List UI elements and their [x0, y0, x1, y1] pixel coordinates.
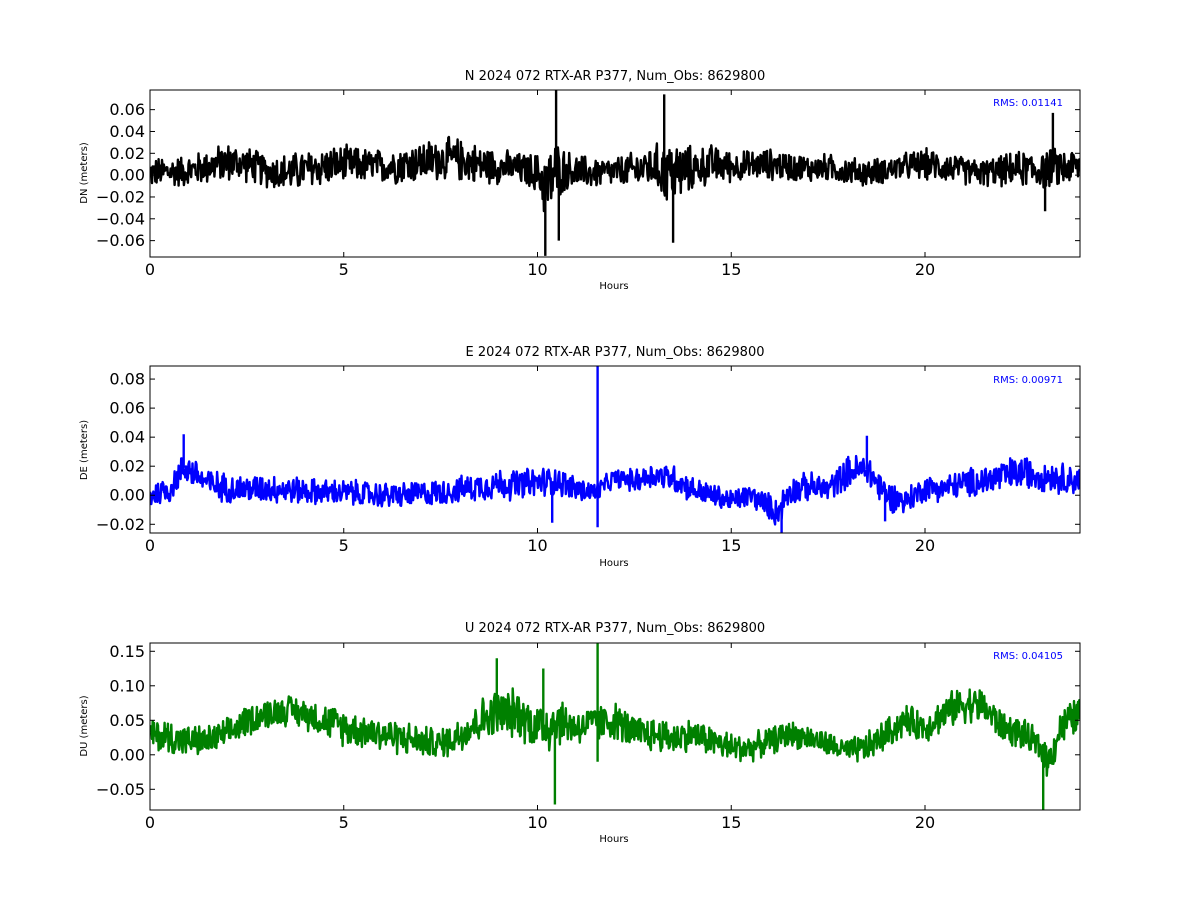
series-line-up — [150, 643, 1080, 810]
x-tick-label-up-10: 10 — [527, 813, 547, 832]
subplot-east-xlabel: Hours — [599, 558, 628, 569]
y-tick-label-up-0: −0.05 — [96, 780, 145, 799]
series-line-north — [150, 90, 1080, 256]
y-tick-label-north-3: 0.00 — [109, 166, 145, 185]
subplot-east: E 2024 072 RTX-AR P377, Num_Obs: 8629800… — [79, 345, 1081, 569]
x-tick-label-east-20: 20 — [915, 536, 935, 555]
subplot-east-title: E 2024 072 RTX-AR P377, Num_Obs: 8629800 — [466, 345, 765, 360]
x-tick-label-east-15: 15 — [721, 536, 741, 555]
y-tick-label-east-1: 0.00 — [109, 486, 145, 505]
subplot-east-ylabel: DE (meters) — [79, 420, 90, 480]
y-tick-label-east-0: −0.02 — [96, 515, 145, 534]
x-tick-label-east-10: 10 — [527, 536, 547, 555]
subplot-north-ylabel: DN (meters) — [79, 142, 90, 204]
x-tick-label-north-20: 20 — [915, 260, 935, 279]
x-tick-label-up-15: 15 — [721, 813, 741, 832]
x-tick-label-north-15: 15 — [721, 260, 741, 279]
subplot-north-xlabel: Hours — [599, 281, 628, 292]
x-tick-label-north-5: 5 — [339, 260, 349, 279]
x-tick-label-up-20: 20 — [915, 813, 935, 832]
subplot-north: N 2024 072 RTX-AR P377, Num_Obs: 8629800… — [79, 69, 1081, 292]
y-tick-label-up-2: 0.05 — [109, 711, 145, 730]
y-tick-label-up-3: 0.10 — [109, 676, 145, 695]
subplot-north-rms: RMS: 0.01141 — [993, 98, 1063, 109]
subplot-up: U 2024 072 RTX-AR P377, Num_Obs: 8629800… — [79, 621, 1081, 845]
subplot-up-ylabel: DU (meters) — [79, 695, 90, 756]
y-tick-label-north-0: −0.06 — [96, 231, 145, 250]
axes-frame-east — [149, 365, 1081, 534]
x-tick-label-up-5: 5 — [339, 813, 349, 832]
y-tick-label-north-1: −0.04 — [96, 209, 145, 228]
y-tick-label-north-6: 0.06 — [109, 100, 145, 119]
y-tick-label-east-4: 0.06 — [109, 399, 145, 418]
y-tick-label-east-3: 0.04 — [109, 428, 145, 447]
y-tick-label-up-4: 0.15 — [109, 642, 145, 661]
x-tick-label-north-0: 0 — [145, 260, 155, 279]
x-tick-label-up-0: 0 — [145, 813, 155, 832]
x-tick-label-north-10: 10 — [527, 260, 547, 279]
axes-frame-north — [149, 89, 1081, 258]
y-tick-label-east-2: 0.02 — [109, 457, 145, 476]
subplot-north-title: N 2024 072 RTX-AR P377, Num_Obs: 8629800 — [465, 69, 765, 84]
y-tick-label-east-5: 0.08 — [109, 370, 145, 389]
subplot-up-rms: RMS: 0.04105 — [993, 651, 1063, 662]
subplot-east-rms: RMS: 0.00971 — [993, 375, 1063, 386]
subplot-up-title: U 2024 072 RTX-AR P377, Num_Obs: 8629800 — [465, 621, 765, 636]
x-tick-label-east-5: 5 — [339, 536, 349, 555]
subplot-up-xlabel: Hours — [599, 834, 628, 845]
axes-frame-up — [149, 642, 1081, 811]
y-tick-label-north-5: 0.04 — [109, 122, 145, 141]
y-tick-label-north-4: 0.02 — [109, 144, 145, 163]
series-line-east — [150, 366, 1080, 533]
y-tick-label-up-1: 0.00 — [109, 745, 145, 764]
y-tick-label-north-2: −0.02 — [96, 187, 145, 206]
x-tick-label-east-0: 0 — [145, 536, 155, 555]
